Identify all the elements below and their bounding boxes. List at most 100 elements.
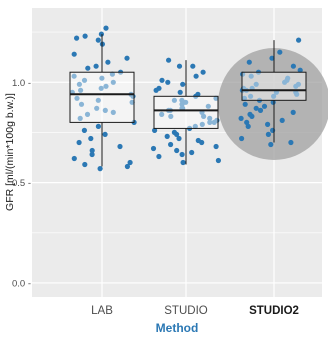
- y-tick-label: 1.0 -: [12, 78, 31, 89]
- data-point: [110, 109, 116, 115]
- data-point: [245, 123, 251, 129]
- data-point: [159, 77, 165, 83]
- data-point: [82, 161, 88, 168]
- data-point: [205, 103, 211, 109]
- data-point: [253, 105, 259, 111]
- y-tick-label: 0.0 -: [12, 278, 31, 289]
- data-point: [271, 93, 277, 99]
- data-point: [200, 69, 206, 75]
- data-point: [246, 59, 252, 65]
- data-point: [244, 119, 250, 125]
- data-point: [180, 159, 186, 166]
- data-point: [241, 95, 247, 101]
- data-point: [74, 35, 80, 41]
- data-point: [248, 93, 254, 99]
- data-point: [165, 79, 171, 85]
- data-points: [69, 25, 303, 172]
- data-point: [85, 65, 91, 71]
- y-tick-label: 0.5 -: [12, 178, 31, 189]
- data-point: [76, 139, 82, 146]
- data-point: [199, 121, 205, 127]
- data-point: [279, 117, 285, 123]
- data-point: [150, 145, 157, 152]
- data-point: [78, 87, 84, 93]
- data-point: [201, 113, 207, 119]
- data-point: [99, 75, 105, 81]
- data-point: [127, 159, 133, 166]
- data-point: [238, 115, 244, 121]
- data-point: [249, 113, 255, 119]
- data-point: [282, 79, 288, 85]
- data-point: [180, 81, 186, 87]
- data-point: [76, 81, 82, 87]
- data-point: [164, 133, 170, 139]
- data-point: [152, 127, 158, 133]
- data-point: [166, 57, 172, 63]
- data-point: [215, 157, 221, 164]
- data-point: [297, 67, 303, 73]
- data-point: [74, 95, 80, 101]
- data-point: [95, 123, 101, 129]
- data-point: [129, 99, 135, 105]
- data-point: [240, 71, 246, 77]
- x-tick-label: STUDIO: [164, 305, 208, 317]
- data-point: [98, 85, 104, 91]
- data-point: [153, 87, 159, 93]
- data-point: [168, 113, 174, 119]
- data-point: [290, 63, 296, 69]
- data-point: [213, 143, 219, 150]
- data-point: [89, 151, 95, 158]
- data-point: [177, 89, 183, 95]
- data-point: [156, 153, 162, 160]
- data-point: [103, 83, 109, 89]
- data-point: [88, 135, 94, 142]
- data-point: [95, 37, 101, 43]
- box-studio: [153, 60, 219, 165]
- data-point: [261, 103, 268, 109]
- data-point: [207, 115, 213, 121]
- data-point: [105, 59, 111, 65]
- y-axis-title: GFR [ml/(min*100g b.w.)]: [4, 93, 16, 211]
- data-point: [81, 127, 87, 133]
- x-axis-title: Method: [156, 321, 199, 335]
- data-point: [199, 139, 205, 146]
- box-lab: [69, 34, 135, 167]
- data-point: [171, 97, 177, 103]
- data-point: [294, 91, 300, 97]
- data-point: [71, 155, 77, 162]
- boxes: [69, 34, 307, 167]
- data-point: [277, 49, 283, 55]
- box-body: [69, 71, 135, 123]
- data-point: [94, 105, 100, 111]
- data-point: [290, 109, 296, 115]
- data-point: [97, 166, 103, 172]
- data-point: [82, 33, 88, 39]
- data-point: [192, 123, 198, 129]
- x-tick-label: LAB: [91, 305, 113, 317]
- data-point: [77, 115, 83, 121]
- data-point: [110, 79, 116, 85]
- data-point: [207, 119, 213, 125]
- box-body: [241, 71, 307, 101]
- data-point: [269, 55, 275, 61]
- data-point: [239, 135, 245, 142]
- data-point: [84, 111, 91, 117]
- data-point: [98, 31, 104, 37]
- data-point: [124, 55, 130, 61]
- data-point: [296, 37, 302, 43]
- data-point: [253, 81, 259, 87]
- data-point: [95, 97, 101, 103]
- data-point: [190, 63, 196, 69]
- data-point: [78, 101, 85, 107]
- data-point: [176, 135, 182, 142]
- data-point: [102, 131, 108, 137]
- x-tick-label: STUDIO2: [249, 305, 299, 317]
- data-point: [211, 119, 217, 125]
- data-point: [102, 107, 108, 113]
- data-point: [93, 63, 99, 69]
- data-point: [71, 73, 77, 79]
- data-point: [265, 131, 271, 137]
- data-point: [117, 143, 123, 150]
- data-point: [179, 101, 185, 107]
- data-point: [189, 149, 195, 156]
